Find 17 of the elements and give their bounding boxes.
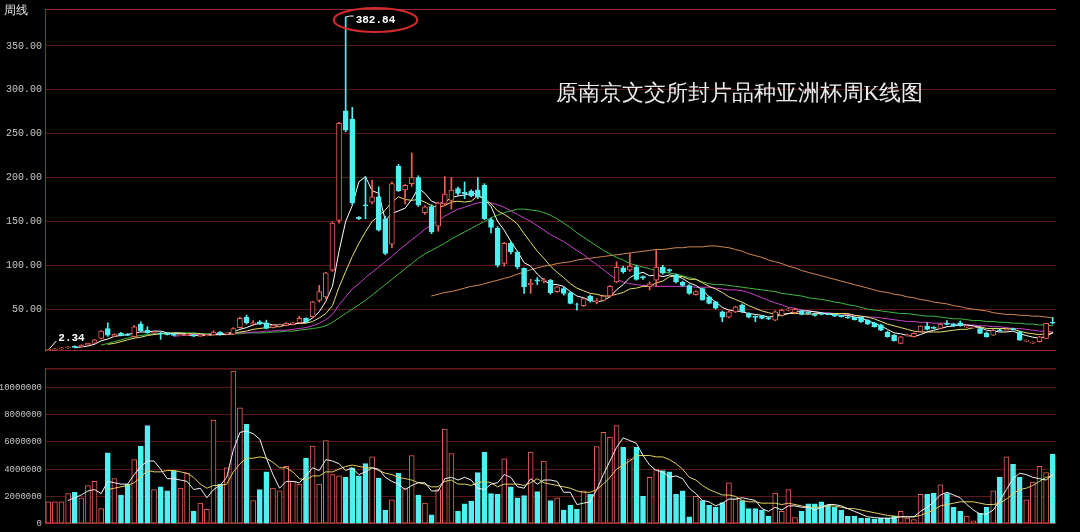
y-tick-label: 250.00 bbox=[5, 128, 42, 140]
y-tick-label: 6000000 bbox=[4, 437, 42, 448]
text: 原南京文交所封片品种亚洲杯周K线图 bbox=[555, 79, 924, 105]
y-axis-title: 周线 bbox=[4, 3, 28, 18]
y-tick-label: 150.00 bbox=[5, 216, 42, 228]
y-tick-label: 2000000 bbox=[4, 491, 42, 502]
annotation: 382.84 bbox=[355, 13, 396, 26]
y-tick-label: 0 bbox=[36, 518, 42, 529]
y-tick-label: 4000000 bbox=[4, 464, 42, 475]
y-tick-label: 10000000 bbox=[0, 382, 42, 393]
y-tick-label: 50.00 bbox=[11, 303, 42, 315]
y-tick-label: 200.00 bbox=[5, 172, 42, 184]
annotation: 2.34 bbox=[58, 331, 86, 344]
y-tick-label: 300.00 bbox=[5, 84, 42, 96]
y-tick-label: 100.00 bbox=[5, 259, 42, 271]
y-tick-label: 350.00 bbox=[5, 40, 42, 52]
y-tick-label: 8000000 bbox=[4, 410, 42, 421]
